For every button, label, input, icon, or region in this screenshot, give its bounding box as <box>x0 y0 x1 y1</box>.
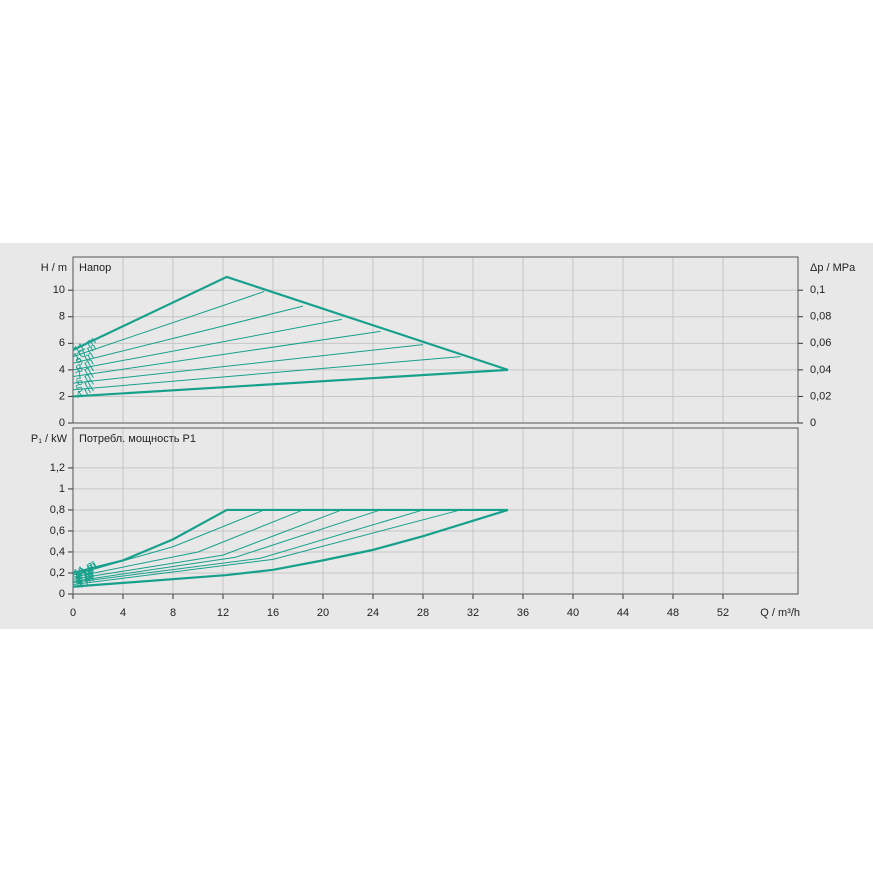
y-tick-label: 0 <box>59 417 65 429</box>
x-tick-label: 52 <box>717 607 729 619</box>
y2-tick-label: 0,08 <box>810 311 831 323</box>
curve <box>72 318 342 371</box>
y2-tick-label: 0,1 <box>810 284 825 296</box>
x-tick-label: 0 <box>70 607 76 619</box>
x-tick-label: 32 <box>467 607 479 619</box>
plot-frame <box>72 427 799 595</box>
curve <box>72 291 265 358</box>
y-tick-label: 8 <box>59 311 65 323</box>
x-tick-label: 24 <box>367 607 379 619</box>
y-tick-label: 10 <box>53 284 65 296</box>
curve <box>72 509 265 576</box>
y2-axis-label: Δp / MPa <box>810 262 856 274</box>
curve <box>72 368 509 398</box>
y-axis-label: H / m <box>41 262 67 274</box>
y2-tick-label: 0 <box>810 417 816 429</box>
y2-tick-label: 0,02 <box>810 390 831 402</box>
y-tick-label: 0,8 <box>50 504 65 516</box>
curve <box>72 356 461 391</box>
y-tick-label: 1 <box>59 483 65 495</box>
curve <box>72 508 509 588</box>
y-axis-label: P₁ / kW <box>31 433 68 445</box>
curve <box>72 509 424 583</box>
y-tick-label: 0,6 <box>50 525 65 537</box>
y-tick-label: 6 <box>59 337 65 349</box>
curve <box>72 509 304 578</box>
x-tick-label: 20 <box>317 607 329 619</box>
y-tick-label: 4 <box>59 364 65 376</box>
y2-tick-label: 0,06 <box>810 337 831 349</box>
curve <box>72 509 342 580</box>
x-tick-label: 28 <box>417 607 429 619</box>
curve <box>72 305 304 364</box>
y2-tick-label: 0,04 <box>810 364 831 376</box>
x-tick-label: 44 <box>617 607 629 619</box>
curve <box>72 330 381 378</box>
x-axis-label: Q / m³/h <box>760 607 800 619</box>
y-tick-label: 0,2 <box>50 567 65 579</box>
x-tick-label: 48 <box>667 607 679 619</box>
x-tick-label: 8 <box>170 607 176 619</box>
y-tick-label: 0,4 <box>50 546 65 558</box>
x-tick-label: 12 <box>217 607 229 619</box>
x-tick-label: 40 <box>567 607 579 619</box>
x-tick-label: 36 <box>517 607 529 619</box>
y-tick-label: 1,2 <box>50 462 65 474</box>
chart-title: Потребл. мощность P1 <box>79 433 196 445</box>
curve <box>72 275 509 371</box>
curve <box>72 344 424 384</box>
panel <box>0 243 873 629</box>
curve <box>72 509 461 586</box>
x-tick-label: 16 <box>267 607 279 619</box>
curve <box>72 509 381 582</box>
curve <box>72 508 508 575</box>
y-tick-label: 2 <box>59 390 65 402</box>
x-tick-label: 4 <box>120 607 126 619</box>
chart-title: Напор <box>79 262 111 274</box>
y-tick-label: 0 <box>59 588 65 600</box>
plot-frame <box>72 256 799 424</box>
